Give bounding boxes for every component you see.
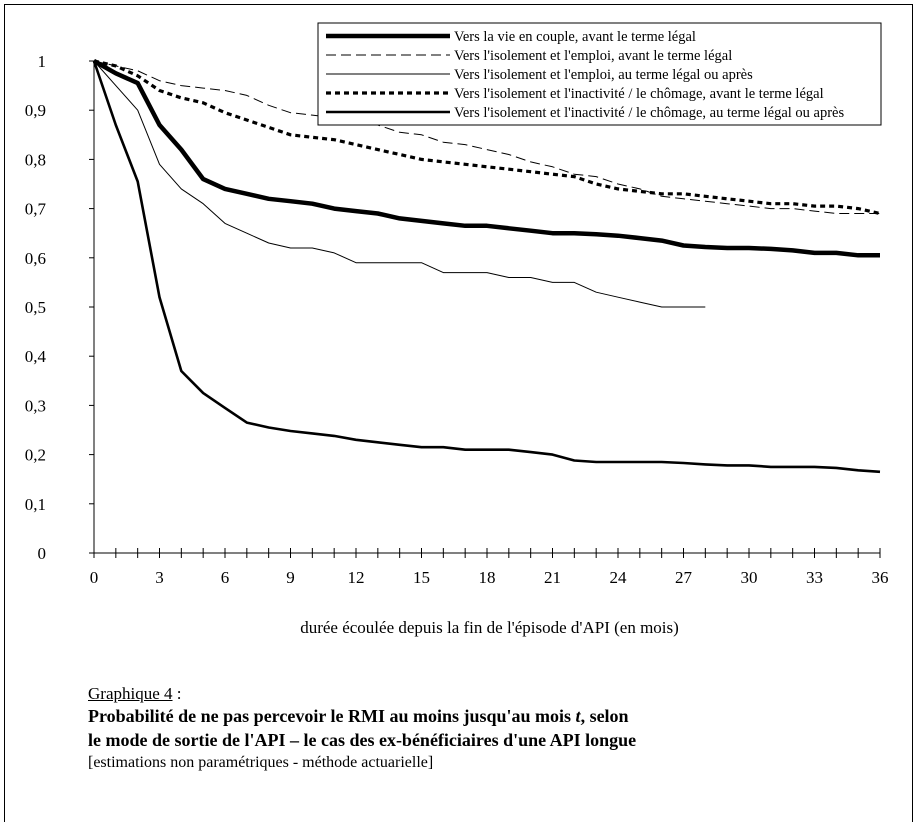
- series-line-3: [93, 60, 706, 308]
- x-tick-label: 12: [348, 568, 365, 587]
- x-tick-label: 36: [872, 568, 889, 587]
- series-line-1: [92, 59, 880, 258]
- series-layer: [92, 59, 881, 474]
- figure-caption: Graphique 4 : Probabilité de ne pas perc…: [88, 683, 888, 774]
- legend-label-3: Vers l'isolement et l'emploi, au terme l…: [454, 67, 753, 83]
- x-tick-label: 27: [675, 568, 693, 587]
- y-tick-label: 1: [38, 52, 47, 71]
- line-chart: 0 3 6 9 12 15 18 21 24 27 30 33 3600,10,20,30,40,50,…: [25, 22, 889, 587]
- legend-label-1: Vers la vie en couple, avant le terme lé…: [454, 29, 696, 45]
- x-tick-label: 30: [741, 568, 758, 587]
- x-tick-label: 9: [286, 568, 295, 587]
- y-tick-label: 0,9: [25, 101, 46, 120]
- legend-label-5: Vers l'isolement et l'inactivité / le ch…: [454, 105, 844, 121]
- y-tick-label: 0,5: [25, 298, 46, 317]
- x-axis-label: durée écoulée depuis la fin de l'épisode…: [300, 618, 679, 637]
- y-tick-label: 0,6: [25, 249, 46, 268]
- series-line-4: [93, 59, 881, 216]
- legend-label-4: Vers l'isolement et l'inactivité / le ch…: [454, 86, 824, 102]
- y-tick-label: 0: [38, 544, 47, 563]
- caption-note: [estimations non paramétriques - méthode…: [88, 754, 434, 771]
- x-tick-label: 15: [413, 568, 430, 587]
- y-tick-label: 0,2: [25, 446, 46, 465]
- axes-layer: 0 3 6 9 12 15 18 21 24 27 30 33 3600,10,20,30,40,50,…: [25, 52, 889, 587]
- figure-frame: [4, 4, 913, 822]
- x-tick-label: 33: [806, 568, 823, 587]
- caption-label: Graphique 4 :: [88, 684, 182, 703]
- x-tick-label: 21: [544, 568, 561, 587]
- legend: Vers la vie en couple, avant le terme lé…: [317, 22, 882, 126]
- caption-title: Probabilité de ne pas percevoir le RMI a…: [88, 706, 637, 750]
- x-tick-label: 18: [479, 568, 496, 587]
- x-tick-label: 3: [155, 568, 164, 587]
- y-tick-label: 0,4: [25, 347, 47, 366]
- y-tick-label: 0,8: [25, 150, 46, 169]
- legend-label-2: Vers l'isolement et l'emploi, avant le t…: [454, 48, 732, 64]
- x-tick-label: 6: [221, 568, 230, 587]
- series-line-2: [93, 60, 880, 214]
- y-tick-label: 0,3: [25, 396, 46, 415]
- y-tick-label: 0,1: [25, 495, 46, 514]
- x-tick-label: 24: [610, 568, 628, 587]
- series-line-5: [92, 60, 881, 474]
- y-tick-label: 0,7: [25, 200, 47, 219]
- x-tick-label: 0: [90, 568, 99, 587]
